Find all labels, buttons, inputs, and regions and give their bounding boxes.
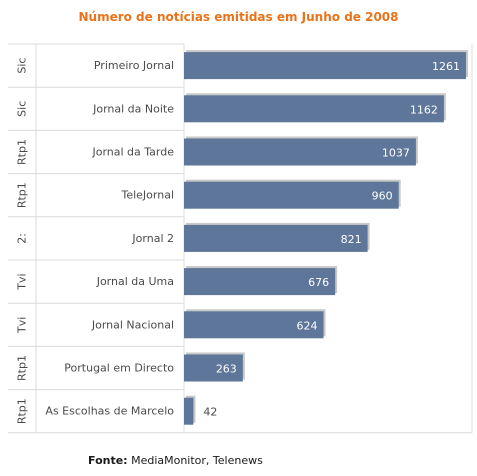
bar — [184, 354, 243, 382]
group-label: Tvi — [16, 273, 29, 290]
bar — [184, 397, 194, 425]
bar — [184, 224, 368, 252]
data-label: 42 — [203, 406, 217, 419]
category-label: Jornal 2 — [131, 232, 174, 245]
rows-layer: Sic Primeiro Jornal 1261 Sic Jornal da Noite… — [16, 50, 468, 425]
bar-row: Rtp1 TeleJornal 960 — [16, 179, 401, 209]
group-label: Rtp1 — [16, 398, 29, 424]
bar — [184, 138, 416, 166]
group-label: Rtp1 — [16, 139, 29, 165]
data-label: 1261 — [432, 60, 460, 73]
category-label: Jornal da Uma — [96, 275, 174, 288]
category-label: Jornal da Tarde — [91, 146, 174, 159]
bar-row: Sic Jornal da Noite 1162 — [16, 93, 446, 123]
bar — [184, 311, 324, 339]
category-label: Portugal em Directo — [64, 362, 174, 375]
bar-row: Sic Primeiro Jornal 1261 — [16, 50, 468, 80]
bar — [184, 95, 444, 123]
group-label: Sic — [16, 101, 29, 117]
group-label: Rtp1 — [16, 182, 29, 208]
data-label: 960 — [372, 190, 393, 203]
data-label: 263 — [216, 363, 237, 376]
source-text: MediaMonitor, Telenews — [131, 454, 263, 467]
data-label: 676 — [308, 276, 329, 289]
group-label: 2: — [16, 233, 29, 244]
group-label: Rtp1 — [16, 355, 29, 381]
category-label: TeleJornal — [120, 189, 174, 202]
data-label: 821 — [341, 233, 362, 246]
bar-row: Tvi Jornal da Uma 676 — [16, 266, 338, 296]
category-label: As Escolhas de Marcelo — [45, 405, 174, 418]
data-label: 1162 — [410, 103, 438, 116]
source-line: Fonte: MediaMonitor, Telenews — [88, 454, 263, 467]
group-label: Tvi — [16, 317, 29, 334]
chart-title: Número de notícias emitidas em Junho de … — [78, 10, 399, 24]
bar — [184, 268, 336, 296]
data-label: 624 — [297, 319, 318, 332]
bar-row: 2: Jornal 2 821 — [16, 222, 370, 252]
bar-row: Rtp1 Jornal da Tarde 1037 — [16, 136, 418, 166]
group-label: Sic — [16, 58, 29, 74]
source-label: Fonte: — [88, 454, 128, 467]
bar-row: Rtp1 As Escolhas de Marcelo 42 — [16, 395, 217, 425]
bar-row: Tvi Jornal Nacional 624 — [16, 309, 326, 339]
bar — [184, 52, 466, 80]
bar-row: Rtp1 Portugal em Directo 263 — [16, 352, 245, 382]
bar — [184, 181, 399, 209]
category-label: Jornal Nacional — [91, 318, 174, 331]
data-label: 1037 — [382, 147, 410, 160]
category-label: Jornal da Noite — [92, 102, 174, 115]
category-label: Primeiro Jornal — [94, 59, 174, 72]
